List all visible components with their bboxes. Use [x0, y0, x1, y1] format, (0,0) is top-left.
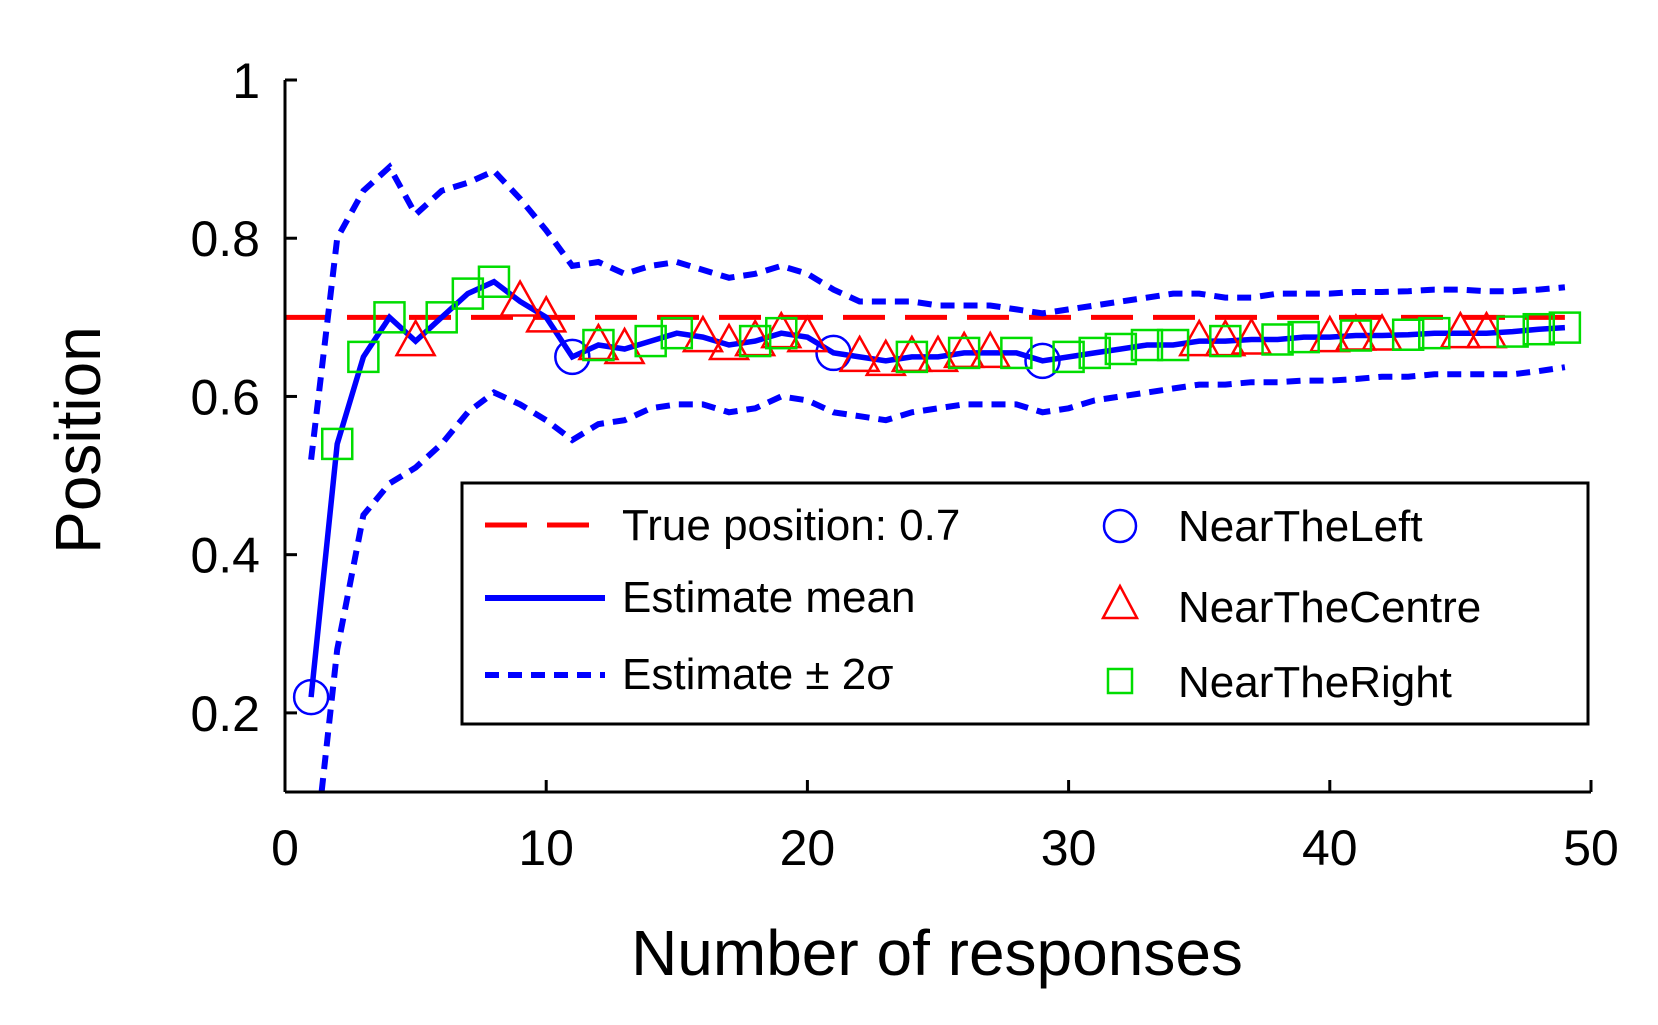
y-tick-label: 0.8: [190, 211, 260, 267]
marker-near-the-right: [1548, 311, 1582, 344]
x-tick-label: 50: [1563, 820, 1619, 876]
marker-near-the-centre: [786, 314, 829, 353]
marker-near-the-right: [320, 427, 354, 461]
marker-near-the-right: [634, 324, 667, 358]
marker-near-the-centre: [1439, 310, 1482, 349]
marker-near-the-centre: [1178, 318, 1221, 357]
x-tick-label: 20: [780, 820, 836, 876]
marker-near-the-right: [1104, 332, 1138, 366]
legend-near-the-centre-label: NearTheCentre: [1178, 583, 1481, 632]
legend-true-position-label: True position: 0.7: [622, 501, 960, 550]
marker-near-the-centre: [498, 278, 542, 317]
marker-near-the-centre: [864, 338, 907, 377]
marker-near-the-right: [1261, 323, 1294, 356]
marker-near-the-centre: [1465, 310, 1508, 349]
x-tick-label: 10: [518, 820, 574, 876]
marker-near-the-left: [1024, 342, 1061, 380]
legend-circle-marker: [1102, 508, 1138, 544]
marker-near-the-right: [1522, 312, 1556, 346]
marker-near-the-left: [554, 338, 591, 376]
marker-near-the-right: [947, 336, 981, 370]
y-tick-label: 0.2: [190, 686, 260, 742]
y-tick-label: 0.6: [190, 369, 260, 425]
marker-near-the-centre: [1360, 312, 1404, 351]
marker-near-the-right: [1052, 340, 1085, 374]
marker-near-the-centre: [916, 334, 960, 373]
x-tick-label: 0: [271, 820, 299, 876]
x-axis-title: Number of responses: [631, 917, 1243, 989]
legend-square-marker: [1106, 667, 1134, 695]
legend-box: [460, 481, 1590, 726]
estimate-upper-band-line: [308, 162, 1566, 461]
marker-near-the-right: [1078, 336, 1111, 370]
legend-near-the-left-label: NearTheLeft: [1178, 502, 1423, 551]
x-tick-label: 30: [1041, 820, 1097, 876]
marker-near-the-centre: [681, 314, 725, 353]
legend-near-the-right-label: NearTheRight: [1178, 658, 1452, 707]
marker-near-the-centre: [1230, 316, 1273, 355]
marker-near-the-right: [347, 340, 380, 374]
marker-near-the-right: [1339, 319, 1373, 352]
marker-near-the-right: [1391, 318, 1425, 351]
marker-near-the-right: [660, 316, 694, 350]
x-tick-label: 40: [1302, 820, 1358, 876]
marker-near-the-right: [895, 340, 929, 374]
axes: 0 10 20 30 40 50 0.2 0.4 0.6 0.8 1: [190, 53, 1618, 876]
marker-near-the-right: [582, 328, 615, 362]
marker-near-the-right: [477, 265, 511, 298]
y-tick-label: 0.4: [190, 528, 260, 584]
estimate-mean-line: [308, 278, 1566, 698]
marker-near-the-right: [425, 301, 458, 334]
estimate-lower-band-line: [318, 364, 1566, 792]
y-axis-title: Position: [42, 326, 114, 554]
marker-near-the-right: [1287, 320, 1320, 354]
marker-near-the-centre: [394, 318, 437, 357]
legend: True position: 0.7 Estimate mean Estimat…: [460, 481, 1590, 726]
plot-area: [285, 162, 1582, 792]
y-tick-label: 1: [232, 53, 260, 109]
marker-near-the-right: [1496, 315, 1529, 348]
marker-near-the-right: [1000, 336, 1033, 370]
marker-near-the-centre: [969, 330, 1012, 369]
marker-near-the-right: [765, 316, 798, 350]
marker-near-the-centre: [525, 294, 568, 333]
marker-near-the-right: [738, 324, 772, 358]
marker-near-the-right: [373, 301, 406, 334]
marker-near-the-centre: [1308, 314, 1351, 353]
legend-estimate-mean-label: Estimate mean: [622, 573, 915, 622]
marker-near-the-right: [451, 277, 485, 310]
legend-triangle-marker: [1100, 583, 1140, 620]
legend-estimate-band-label: Estimate ± 2σ: [622, 650, 893, 699]
marker-near-the-centre: [707, 322, 751, 361]
marker-near-the-right: [1156, 328, 1190, 362]
marker-near-the-right: [1418, 316, 1451, 350]
marker-near-the-right: [1209, 324, 1242, 358]
marker-near-the-centre: [603, 326, 646, 365]
marker-near-the-left: [292, 678, 330, 716]
marker-near-the-right: [1130, 328, 1164, 362]
marker-near-the-centre: [838, 334, 881, 373]
